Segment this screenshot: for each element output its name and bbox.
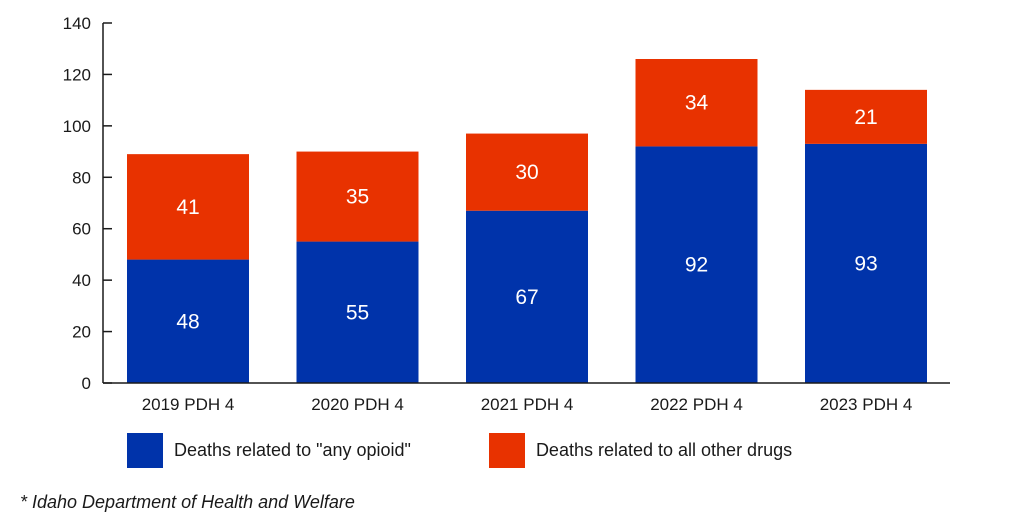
bar-segment-opioid bbox=[466, 210, 588, 383]
x-category-label: 2020 PDH 4 bbox=[311, 395, 404, 414]
data-label-opioid: 48 bbox=[176, 310, 199, 333]
bars: 48 41 55 35 67 30 92 34 93 21 bbox=[127, 59, 927, 383]
data-label-other-drugs: 41 bbox=[176, 196, 199, 219]
y-tick-label: 80 bbox=[72, 168, 91, 187]
x-axis: 2019 PDH 4 2020 PDH 4 2021 PDH 4 2022 PDH 4… bbox=[103, 382, 950, 414]
data-label-opioid: 92 bbox=[685, 254, 708, 277]
bar-segment-opioid bbox=[127, 259, 249, 383]
bar-segment-opioid bbox=[805, 143, 927, 383]
bar-segment-other-drugs bbox=[127, 154, 249, 260]
legend: Deaths related to "any opioid" Deaths re… bbox=[127, 433, 870, 468]
legend-swatch-opioid bbox=[127, 433, 163, 468]
legend-swatch-other-drugs bbox=[488, 433, 525, 468]
data-label-other-drugs: 35 bbox=[346, 186, 369, 209]
x-category-label: 2019 PDH 4 bbox=[142, 395, 235, 414]
y-tick-label: 60 bbox=[72, 220, 91, 239]
bar-segment-other-drugs bbox=[805, 89, 927, 144]
legend-label-other-drugs: Deaths related to all other drugs bbox=[535, 440, 793, 460]
y-tick-label: 0 bbox=[82, 374, 91, 393]
bar-segment-other-drugs bbox=[635, 59, 758, 147]
y-axis: 0 20 40 60 80 100 120 140 bbox=[63, 14, 112, 393]
data-label-other-drugs: 21 bbox=[854, 106, 877, 129]
bar-segment-opioid bbox=[635, 146, 758, 383]
y-tick-label: 20 bbox=[72, 323, 91, 342]
y-tick-label: 40 bbox=[72, 271, 91, 290]
data-label-opioid: 93 bbox=[854, 252, 877, 275]
x-category-label: 2021 PDH 4 bbox=[481, 395, 574, 414]
data-label-other-drugs: 34 bbox=[685, 92, 709, 115]
data-label-other-drugs: 30 bbox=[515, 161, 538, 184]
bar-segment-other-drugs bbox=[296, 151, 419, 242]
bar-segment-other-drugs bbox=[466, 133, 588, 211]
y-tick-label: 120 bbox=[63, 65, 91, 84]
legend-label-opioid: Deaths related to "any opioid" bbox=[174, 440, 411, 460]
x-category-label: 2023 PDH 4 bbox=[820, 395, 913, 414]
data-label-opioid: 55 bbox=[346, 301, 369, 324]
legend-item-other-drugs: Deaths related to all other drugs bbox=[488, 433, 793, 468]
y-tick-label: 100 bbox=[63, 117, 91, 136]
data-label-opioid: 67 bbox=[515, 286, 538, 309]
source-footnote: * Idaho Department of Health and Welfare bbox=[20, 492, 355, 512]
legend-item-opioid: Deaths related to "any opioid" bbox=[127, 433, 411, 468]
bar-segment-opioid bbox=[296, 241, 419, 383]
x-category-label: 2022 PDH 4 bbox=[650, 395, 743, 414]
y-tick-label: 140 bbox=[63, 14, 91, 33]
